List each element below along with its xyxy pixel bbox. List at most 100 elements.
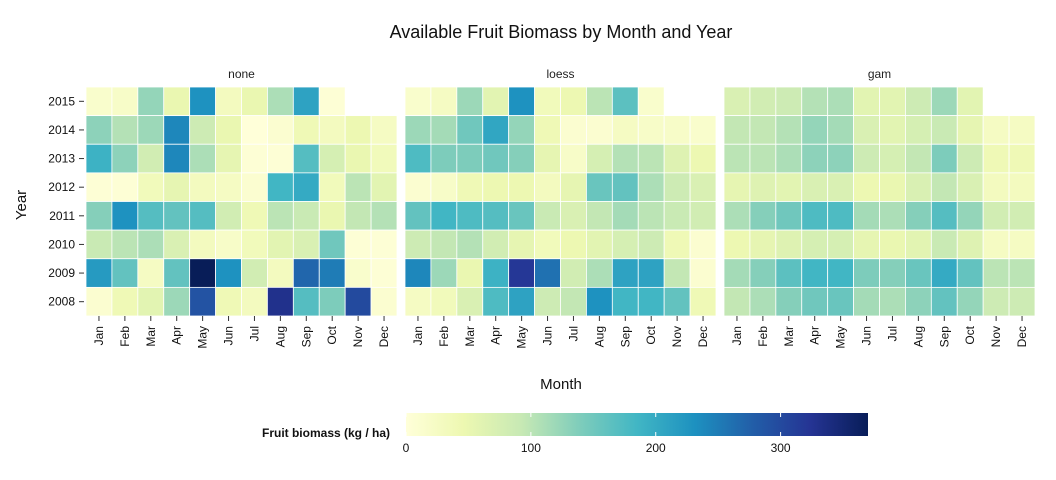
heatmap-cell: [560, 229, 587, 260]
legend-tick-label: 200: [646, 441, 666, 455]
heatmap-cell: [801, 258, 829, 288]
heatmap-cell: [508, 286, 535, 317]
heatmap-cell: [137, 201, 165, 231]
heatmap-cell: [292, 143, 320, 174]
heatmap-cell: [853, 286, 880, 317]
heatmap-cell: [370, 258, 398, 288]
x-tick-label: Mar: [144, 326, 158, 347]
heatmap-cell: [586, 115, 613, 145]
facet-strip-label: loess: [546, 67, 574, 81]
heatmap-cell: [689, 115, 717, 145]
heatmap-cell: [318, 229, 346, 260]
heatmap-cell: [85, 143, 113, 174]
facet-panel-loess: loess Jan Feb Mar Apr May Jun Jul Aug Sep Oct Nov De…: [404, 67, 717, 349]
heatmap-cell: [637, 86, 665, 117]
heatmap-cell: [344, 286, 372, 317]
heatmap-cell: [404, 286, 432, 317]
chart-title: Available Fruit Biomass by Month and Yea…: [390, 22, 733, 42]
heatmap-cell: [560, 115, 587, 145]
heatmap-cell: [292, 115, 320, 145]
x-tick-label: Jan: [730, 326, 744, 345]
heatmap-cell: [853, 201, 880, 231]
heatmap-cell: [318, 143, 346, 174]
heatmap-cell: [163, 258, 191, 288]
heatmap-cell: [560, 143, 587, 174]
heatmap-cell: [404, 172, 432, 202]
heatmap-cell: [456, 201, 484, 231]
heatmap-cell: [508, 86, 535, 117]
x-tick-label: Nov: [351, 326, 365, 347]
y-tick-label: 2014: [48, 123, 75, 137]
heatmap-cell: [344, 201, 372, 231]
heatmap-cell: [163, 143, 191, 174]
heatmap-cell: [163, 172, 191, 202]
heatmap-cell: [956, 143, 984, 174]
heatmap-cell: [775, 115, 803, 145]
heatmap-cell: [189, 201, 216, 231]
heatmap-cell: [689, 143, 717, 174]
heatmap-cell: [749, 201, 777, 231]
heatmap-cell: [723, 258, 751, 288]
heatmap-cell: [775, 201, 803, 231]
heatmap-cell: [749, 286, 777, 317]
x-tick-label: Dec: [1015, 326, 1029, 347]
heatmap-cell: [241, 258, 268, 288]
heatmap-cell: [982, 229, 1010, 260]
x-tick-label: Jul: [247, 326, 261, 341]
heatmap-cell: [560, 201, 587, 231]
heatmap-cell: [905, 258, 932, 288]
heatmap-cell: [508, 172, 535, 202]
heatmap-cell: [344, 115, 372, 145]
x-tick-label: Nov: [670, 326, 684, 347]
heatmap-cell: [637, 143, 665, 174]
heatmap-cell: [215, 258, 242, 288]
heatmap-cell: [723, 86, 751, 117]
heatmap-cell: [370, 286, 398, 317]
heatmap-cell: [663, 115, 691, 145]
heatmap-cell: [801, 143, 829, 174]
heatmap-cell: [905, 115, 932, 145]
heatmap-cell: [723, 172, 751, 202]
heatmap-cell: [905, 143, 932, 174]
heatmap-cell: [801, 172, 829, 202]
heatmap-cell: [85, 286, 113, 317]
heatmap-cell: [586, 258, 613, 288]
heatmap-cell: [189, 258, 216, 288]
x-tick-label: Dec: [377, 326, 391, 347]
heatmap-cell: [775, 172, 803, 202]
heatmap-cell: [982, 143, 1010, 174]
x-tick-label: Oct: [963, 325, 977, 344]
heatmap-cell: [827, 86, 854, 117]
heatmap-cell: [318, 86, 346, 117]
heatmap-cell: [85, 258, 113, 288]
heatmap-cell: [267, 258, 294, 288]
x-tick-label: Jan: [411, 326, 425, 345]
x-tick-label: Mar: [463, 326, 477, 347]
heatmap-cell: [637, 201, 665, 231]
heatmap-cell: [318, 172, 346, 202]
heatmap-cell: [344, 172, 372, 202]
facet-strip-label: none: [228, 67, 255, 81]
x-tick-label: Jun: [222, 326, 236, 345]
heatmap-cell: [267, 172, 294, 202]
heatmap-cell: [956, 286, 984, 317]
heatmap-cell: [430, 286, 458, 317]
heatmap-cell: [956, 201, 984, 231]
heatmap-cell: [344, 229, 372, 260]
heatmap-cell: [430, 86, 458, 117]
heatmap-cell: [189, 286, 216, 317]
heatmap-cell: [689, 258, 717, 288]
heatmap-cell: [956, 229, 984, 260]
heatmap-cell: [508, 258, 535, 288]
x-tick-label: Feb: [437, 326, 451, 347]
heatmap-cell: [611, 286, 639, 317]
heatmap-cell: [137, 115, 165, 145]
heatmap-cell: [241, 86, 268, 117]
heatmap-cell: [241, 201, 268, 231]
legend-tick-label: 100: [521, 441, 541, 455]
x-tick-label: May: [196, 326, 210, 349]
x-tick-label: Jun: [860, 326, 874, 345]
heatmap-cell: [1008, 172, 1036, 202]
heatmap-cell: [879, 229, 906, 260]
heatmap-cell: [775, 229, 803, 260]
